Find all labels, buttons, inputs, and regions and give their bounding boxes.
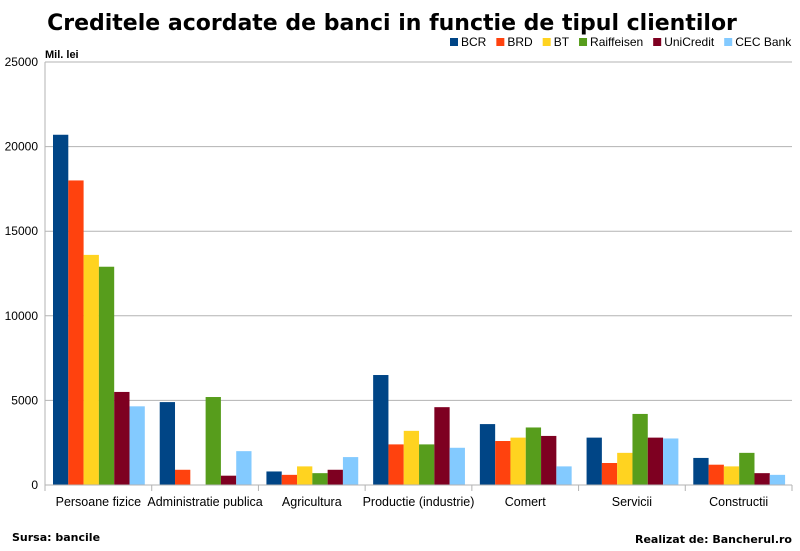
legend-swatch: [542, 38, 551, 46]
bar: [434, 407, 450, 485]
bar: [114, 391, 130, 485]
bar: [510, 437, 526, 485]
bar: [327, 469, 343, 485]
bar: [495, 441, 511, 485]
bar: [236, 451, 252, 485]
legend-swatch: [450, 38, 458, 46]
legend-swatch: [579, 38, 588, 46]
legend-label: BRD: [507, 35, 533, 49]
chart-title: Creditele acordate de banci in functie d…: [47, 11, 737, 36]
bar: [312, 473, 328, 485]
bar: [723, 466, 740, 485]
bar: [754, 473, 770, 485]
legend-swatch: [496, 38, 505, 46]
bar: [68, 180, 84, 485]
bar: [419, 444, 435, 485]
bar: [525, 427, 542, 485]
bar: [449, 447, 465, 485]
x-category-label: Persoane fizice: [56, 495, 142, 509]
bar: [403, 430, 420, 485]
legend: BCR BRD BT Raiffeisen UniCredit CEC Bank: [450, 35, 792, 49]
legend-swatch: [653, 38, 662, 46]
axes-group: [44, 62, 793, 491]
x-category-label: Constructii: [709, 495, 768, 509]
y-tick-label: 20000: [5, 140, 39, 154]
bar: [647, 437, 664, 485]
legend-label: BT: [554, 35, 570, 49]
bars-group: [53, 134, 786, 486]
bar: [693, 457, 709, 485]
y-tick-label: 5000: [11, 393, 38, 407]
bar: [632, 413, 648, 485]
bar: [601, 463, 618, 485]
x-category-label: Administratie publica: [147, 495, 262, 509]
y-tick-label: 15000: [5, 224, 39, 238]
source-note: Sursa: bancile: [12, 531, 100, 544]
bar: [708, 464, 724, 485]
bar: [129, 406, 145, 485]
y-tick-label: 0: [31, 478, 38, 492]
bar: [281, 474, 298, 485]
bar: [739, 452, 755, 485]
bar: [98, 266, 115, 485]
bar: [556, 466, 572, 485]
bar: [53, 134, 69, 486]
bar: [297, 466, 313, 485]
legend-label: UniCredit: [664, 35, 715, 49]
x-category-label: Servicii: [612, 495, 652, 509]
x-category-label: Agricultura: [282, 495, 342, 509]
bar: [83, 254, 99, 485]
bar: [373, 375, 389, 485]
legend-label: Raiffeisen: [590, 35, 643, 49]
bar: [663, 438, 679, 485]
bar: [388, 444, 404, 485]
legend-label: CEC Bank: [735, 35, 792, 49]
bar: [220, 475, 237, 485]
bar: [541, 435, 557, 485]
credit-note: Realizat de: Bancherul.ro: [635, 533, 792, 546]
x-category-label: Productie (industrie): [363, 495, 475, 509]
gridlines: [45, 61, 792, 401]
bar: [159, 402, 176, 485]
y-axis-unit-label: Mil. lei: [45, 49, 79, 61]
bar: [769, 474, 786, 485]
bar: [586, 437, 602, 485]
y-tick-label: 10000: [5, 309, 39, 323]
legend-label: BCR: [461, 35, 487, 49]
bar: [266, 471, 282, 485]
bar: [479, 424, 496, 485]
bar: [175, 469, 191, 485]
bar: [342, 457, 359, 485]
bar: [205, 397, 221, 485]
bar: [617, 452, 633, 485]
legend-swatch: [724, 38, 733, 46]
y-axis-ticks: 0 5000 10000 15000 20000 25000: [5, 55, 39, 492]
x-category-label: Comert: [505, 495, 547, 509]
x-axis-categories: Persoane fizice Administratie publica Agri…: [56, 495, 769, 509]
y-tick-label: 25000: [5, 55, 39, 69]
